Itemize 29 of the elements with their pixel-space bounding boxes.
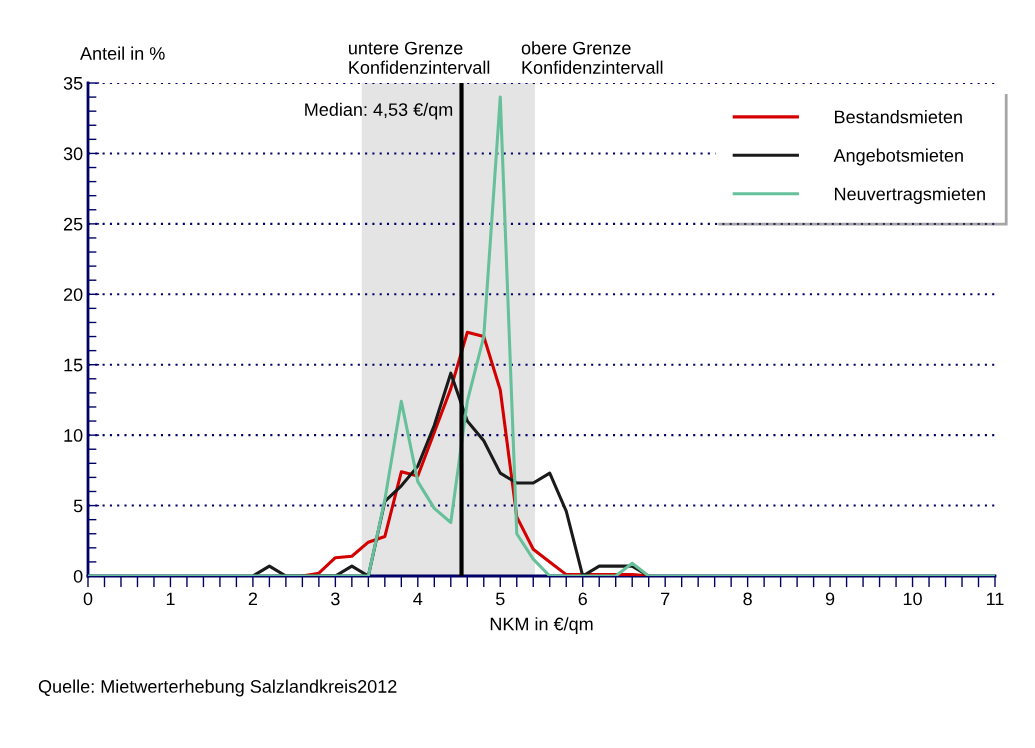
text: untere Grenze Konfidenzintervall xyxy=(349,41,490,74)
y-axis-title: Anteil in % xyxy=(80,46,165,60)
x-tick-label: 11 xyxy=(987,592,1004,606)
y-tick-label: 20 xyxy=(63,288,83,302)
x-tick-label: 7 xyxy=(661,592,670,606)
x-tick-label: 5 xyxy=(495,592,505,606)
legend-label: Bestandsmieten xyxy=(835,110,962,124)
x-tick-label: 6 xyxy=(578,592,587,606)
text: obere Grenze Konfidenzintervall xyxy=(521,41,663,74)
y-tick-label: 30 xyxy=(63,147,83,161)
x-tick-label: 0 xyxy=(83,592,93,606)
source-note: Quelle: Mietwerterhebung Salzlandkreis2012 xyxy=(38,679,397,697)
x-tick-label: 8 xyxy=(743,592,752,606)
y-tick-label: 10 xyxy=(64,429,83,442)
ref-line-label: Median: 4,53 €/qm xyxy=(305,102,453,120)
y-tick-label: 15 xyxy=(64,358,83,372)
y-tick-label: 35 xyxy=(63,76,83,90)
x-tick-label: 9 xyxy=(825,592,835,606)
x-tick-label: 10 xyxy=(903,592,922,606)
y-tick-label: 5 xyxy=(73,499,83,513)
x-tick-label: 4 xyxy=(413,592,423,606)
y-tick-label: 25 xyxy=(63,217,83,231)
x-tick-label: 2 xyxy=(248,592,258,606)
x-tick-label: 1 xyxy=(166,592,175,606)
y-tick-label: 0 xyxy=(73,569,83,583)
x-tick-label: 3 xyxy=(331,592,340,606)
legend-label: Neuvertragsmieten xyxy=(835,187,985,204)
x-axis-title: NKM in €/qm xyxy=(490,617,593,634)
legend-label: Angebotsmieten xyxy=(833,148,963,166)
